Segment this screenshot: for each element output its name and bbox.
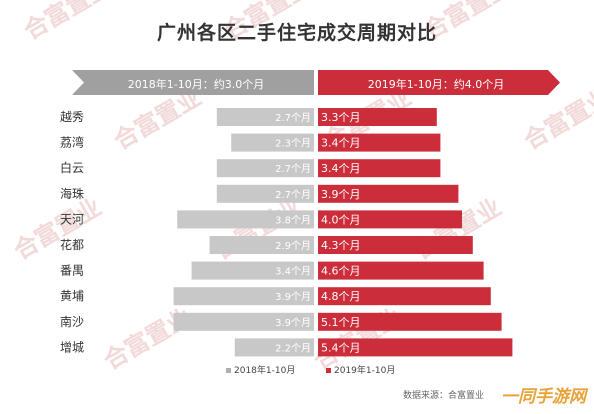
banner-label-2019: 2019年1-10月：约4.0个月 (368, 77, 504, 91)
bar-2018 (234, 338, 314, 357)
bar-2018 (216, 184, 314, 203)
data-label-2018: 3.4个月 (275, 266, 311, 278)
brand-watermark: 一同手游网 (501, 387, 586, 407)
bar-2019 (318, 108, 437, 126)
data-label-2019: 5.4个月 (321, 341, 361, 354)
banner-label-2018: 2018年1-10月：约3.0个月 (128, 77, 264, 91)
data-label-2019: 4.6个月 (321, 265, 361, 278)
data-label-2018: 2.7个月 (275, 163, 311, 175)
category-label: 越秀 (60, 110, 84, 124)
bar-2019 (318, 338, 513, 357)
bar-2018 (173, 312, 314, 331)
data-label-2019: 3.3个月 (321, 111, 361, 124)
data-label-2019: 4.0个月 (321, 213, 361, 226)
bar-2018 (209, 236, 314, 254)
bar-2019 (318, 236, 473, 254)
bar-2019 (318, 184, 459, 203)
data-label-2018: 2.2个月 (275, 342, 311, 354)
data-label-2019: 3.4个月 (321, 162, 361, 175)
data-label-2019: 3.4个月 (321, 137, 361, 150)
data-label-2018: 2.7个月 (275, 189, 311, 201)
data-label-2018: 2.9个月 (275, 240, 311, 252)
bar-2018 (231, 133, 314, 152)
category-label: 花都 (60, 237, 84, 252)
category-label: 天河 (60, 212, 84, 226)
category-label: 增城 (60, 340, 84, 354)
data-label-2018: 2.3个月 (275, 138, 311, 150)
category-label: 海珠 (60, 186, 84, 201)
data-label-2019: 5.1个月 (321, 316, 361, 329)
bar-2019 (318, 210, 462, 229)
category-label: 番禺 (60, 264, 84, 278)
bar-2018 (216, 108, 314, 126)
bar-2019 (318, 133, 441, 152)
legend-label-2019: 2019年1-10月 (334, 364, 395, 376)
bar-2019 (318, 261, 484, 280)
data-label-2019: 3.9个月 (321, 188, 361, 201)
legend-swatch-2018 (226, 368, 231, 373)
chart-title: 广州各区二手住宅成交周期对比 (156, 22, 437, 44)
bar-2019 (318, 287, 491, 306)
legend-swatch-2019 (326, 368, 331, 373)
data-label-2018: 3.9个月 (275, 317, 311, 329)
legend-label-2018: 2018年1-10月 (234, 364, 295, 376)
bar-2018 (177, 210, 314, 229)
bar-2019 (318, 159, 441, 178)
category-label: 白云 (60, 160, 84, 175)
bar-2018 (173, 287, 314, 306)
category-label: 南沙 (60, 314, 84, 329)
data-label-2018: 2.7个月 (275, 112, 311, 124)
data-label-2019: 4.8个月 (321, 290, 361, 303)
category-label: 荔湾 (60, 135, 84, 150)
data-label-2018: 3.9个月 (275, 291, 311, 303)
data-label-2019: 4.3个月 (321, 239, 361, 252)
bar-2018 (216, 159, 314, 178)
data-label-2018: 3.8个月 (275, 214, 311, 226)
category-label: 黄埔 (60, 289, 84, 303)
legend-banner-2018 (72, 70, 314, 95)
data-source: 数据来源：合富置业 (402, 391, 484, 401)
bar-2018 (191, 261, 314, 280)
bar-2019 (318, 312, 502, 331)
legend-banner-2019 (318, 70, 560, 95)
